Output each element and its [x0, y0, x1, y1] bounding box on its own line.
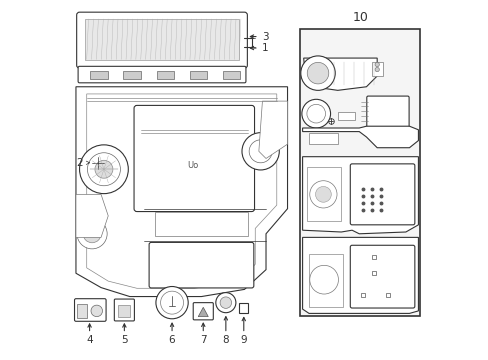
- Polygon shape: [302, 237, 418, 314]
- FancyBboxPatch shape: [366, 96, 408, 128]
- FancyBboxPatch shape: [134, 105, 254, 212]
- Circle shape: [374, 67, 379, 72]
- Text: Uo: Uo: [186, 161, 198, 170]
- Bar: [90, 71, 107, 79]
- Bar: [308, 134, 337, 144]
- Bar: [239, 303, 247, 314]
- FancyBboxPatch shape: [78, 66, 245, 83]
- Circle shape: [87, 153, 120, 186]
- Bar: [300, 30, 419, 316]
- Text: 3: 3: [261, 32, 268, 41]
- Bar: [337, 112, 354, 120]
- Circle shape: [306, 62, 328, 84]
- Circle shape: [156, 287, 188, 319]
- Bar: [306, 167, 341, 221]
- Circle shape: [77, 219, 107, 249]
- FancyBboxPatch shape: [349, 164, 414, 225]
- FancyBboxPatch shape: [349, 245, 414, 308]
- Circle shape: [309, 265, 338, 294]
- Circle shape: [249, 140, 271, 163]
- Text: 1: 1: [261, 43, 268, 53]
- Circle shape: [80, 145, 128, 194]
- Circle shape: [315, 186, 330, 202]
- Bar: [223, 71, 240, 79]
- Polygon shape: [302, 126, 418, 148]
- Circle shape: [374, 62, 379, 67]
- Bar: [123, 71, 141, 79]
- Text: 7: 7: [200, 335, 206, 345]
- Polygon shape: [76, 87, 287, 297]
- Text: 5: 5: [121, 335, 127, 345]
- Circle shape: [309, 181, 336, 208]
- Circle shape: [91, 305, 102, 317]
- Bar: [85, 19, 239, 60]
- Polygon shape: [198, 307, 208, 317]
- Circle shape: [300, 56, 335, 90]
- Bar: [308, 253, 343, 307]
- Circle shape: [94, 158, 102, 167]
- FancyBboxPatch shape: [74, 299, 106, 321]
- FancyBboxPatch shape: [149, 242, 253, 288]
- Circle shape: [242, 133, 279, 170]
- Text: 8: 8: [222, 335, 229, 345]
- Bar: [118, 305, 130, 318]
- FancyBboxPatch shape: [114, 299, 134, 321]
- Circle shape: [220, 297, 231, 309]
- Text: 10: 10: [351, 11, 367, 24]
- Text: 2: 2: [76, 158, 83, 168]
- FancyBboxPatch shape: [77, 12, 247, 68]
- Bar: [77, 304, 86, 318]
- Polygon shape: [76, 194, 108, 237]
- Circle shape: [83, 225, 101, 243]
- Bar: [189, 71, 206, 79]
- Circle shape: [215, 293, 235, 313]
- Circle shape: [301, 99, 330, 128]
- Polygon shape: [303, 58, 376, 90]
- FancyBboxPatch shape: [193, 303, 213, 320]
- Text: 6: 6: [168, 335, 175, 345]
- Polygon shape: [258, 101, 287, 158]
- Text: 9: 9: [240, 335, 246, 345]
- Polygon shape: [302, 157, 418, 234]
- Circle shape: [160, 291, 183, 314]
- Bar: [156, 71, 174, 79]
- Circle shape: [95, 160, 113, 178]
- Text: 4: 4: [86, 335, 93, 345]
- Bar: [155, 212, 247, 235]
- Bar: [371, 62, 382, 76]
- Circle shape: [306, 104, 325, 123]
